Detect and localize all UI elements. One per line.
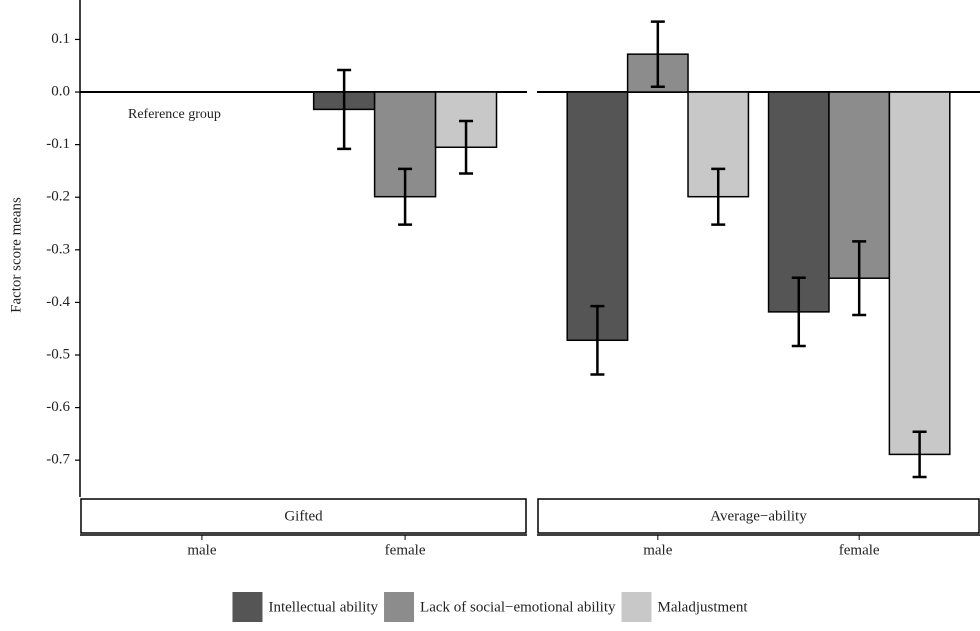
facet-strip (80, 498, 527, 534)
bar (566, 91, 629, 342)
facet-label: Average−ability (710, 508, 807, 524)
y-tick-label: -0.1 (46, 136, 70, 152)
annotation: Reference group (128, 107, 221, 122)
error-bar (852, 240, 867, 317)
bar (888, 91, 951, 456)
x-tick-label: female (839, 542, 880, 558)
y-tick-label: -0.6 (46, 399, 70, 415)
facet-strip (537, 498, 980, 534)
legend-label: Intellectual ability (268, 599, 378, 615)
error-bar (337, 68, 352, 151)
y-tick-label: -0.5 (46, 346, 70, 362)
error-bar (791, 276, 806, 348)
x-tick-label: female (385, 542, 426, 558)
y-tick-label: -0.4 (46, 294, 70, 310)
legend-label: Maladjustment (658, 599, 749, 615)
error-bar (650, 20, 665, 89)
x-tick-label: male (187, 542, 216, 558)
bar (767, 91, 830, 313)
x-tick-label: male (643, 542, 672, 558)
error-bar (590, 304, 605, 376)
y-tick-label: -0.2 (46, 189, 70, 205)
legend-swatch (621, 592, 652, 622)
error-bar (711, 167, 726, 226)
legend-swatch (384, 592, 415, 622)
y-tick-label: -0.7 (46, 452, 70, 468)
legend-label: Lack of social−emotional ability (420, 599, 616, 615)
error-bar (459, 119, 474, 175)
y-tick-label: 0.1 (51, 31, 70, 47)
error-bar (398, 167, 413, 226)
y-tick-label: 0.0 (51, 83, 70, 99)
legend-swatch (232, 592, 263, 622)
error-bar (912, 430, 927, 479)
facet-label: Gifted (284, 508, 323, 524)
y-axis-label: Factor score means (8, 197, 24, 313)
y-tick-label: -0.3 (46, 241, 70, 257)
